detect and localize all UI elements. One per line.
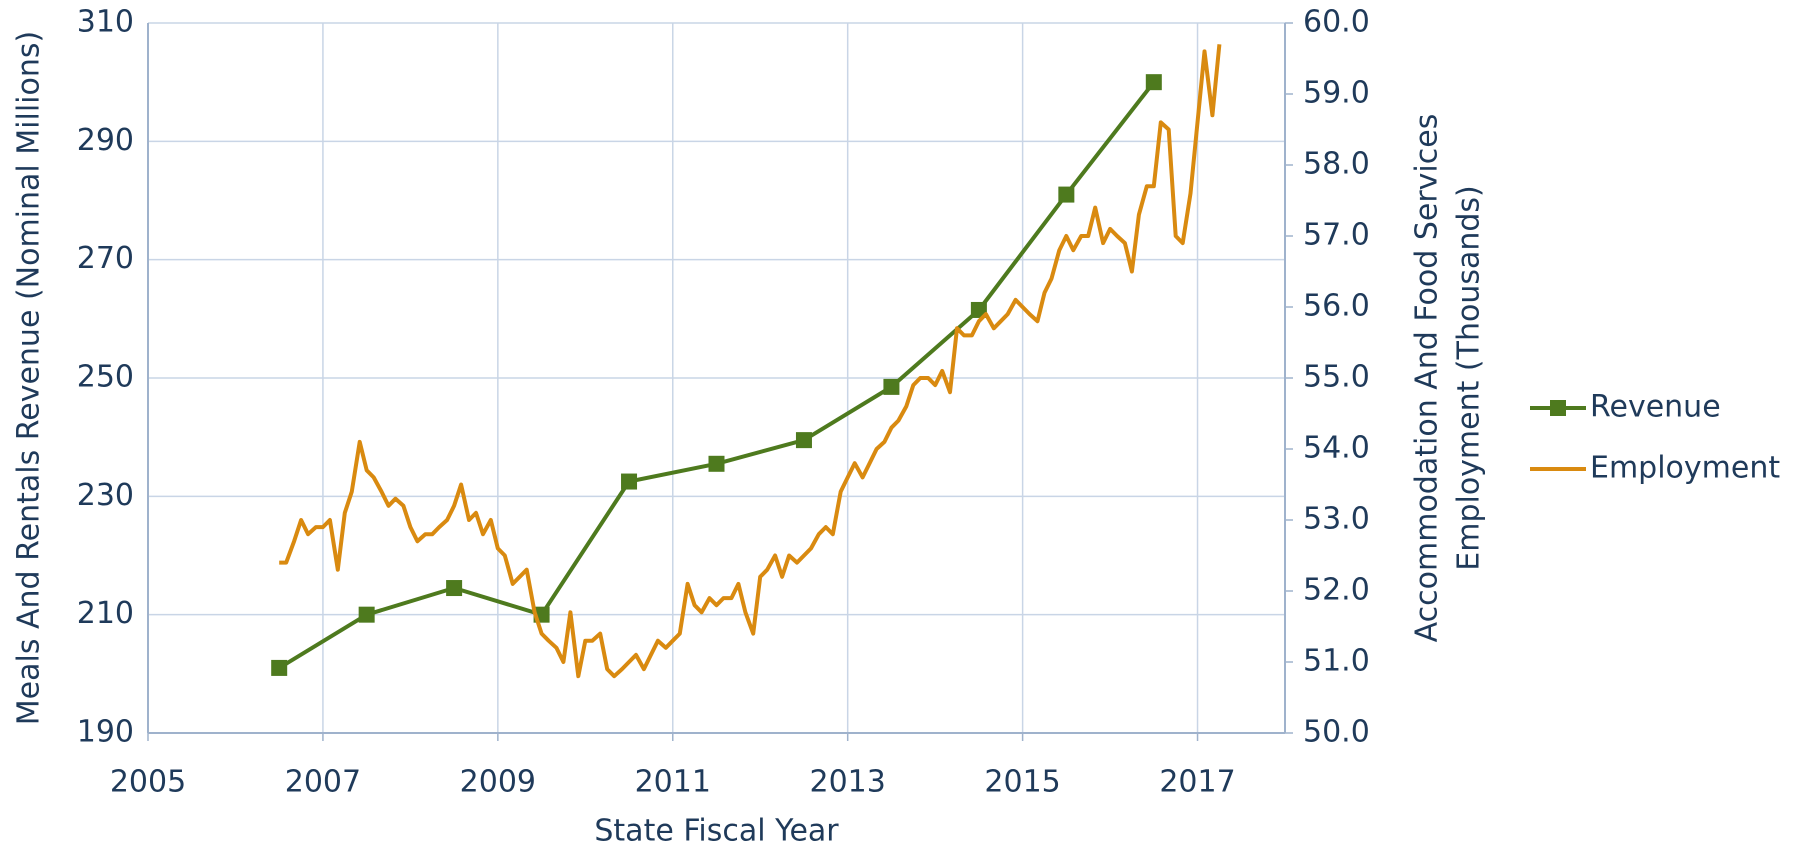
y2-tick-label: 59.0 [1303,76,1370,111]
marker [1058,186,1075,203]
marker [708,455,725,472]
x-tick-label: 2015 [984,765,1060,800]
x-tick-label: 2017 [1159,765,1235,800]
x-tick-label: 2007 [285,765,361,800]
y-axis-title: Meals And Rentals Revenue (Nominal Milli… [12,31,47,725]
marker [621,473,638,490]
marker [883,378,900,395]
y2-tick-label: 51.0 [1303,644,1370,679]
y-tick-label: 230 [77,478,134,513]
legend-marker [1550,400,1566,416]
y-tick-label: 210 [77,596,134,631]
y-tick-label: 190 [77,715,134,750]
marker [1145,74,1162,91]
y2-axis-title: Accommodation And Food Services [1410,114,1445,643]
y2-tick-label: 58.0 [1303,147,1370,182]
x-tick-label: 2011 [635,765,711,800]
y2-tick-label: 60.0 [1303,5,1370,40]
y-tick-label: 310 [77,5,134,40]
y2-tick-label: 55.0 [1303,360,1370,395]
y2-tick-label: 52.0 [1303,573,1370,608]
y2-tick-label: 53.0 [1303,502,1370,537]
y2-tick-label: 50.0 [1303,715,1370,750]
x-tick-label: 2013 [810,765,886,800]
x-axis-title: State Fiscal Year [594,814,839,847]
marker [358,606,375,623]
marker [271,659,288,676]
legend-label: Revenue [1590,390,1721,425]
marker [795,432,812,449]
x-tick-label: 2005 [110,765,186,800]
y2-tick-label: 56.0 [1303,289,1370,324]
y2-axis-title: Employment (Thousands) [1452,185,1487,570]
y2-tick-label: 54.0 [1303,431,1370,466]
y-tick-label: 290 [77,123,134,158]
marker [446,580,463,597]
y-tick-label: 250 [77,360,134,395]
marker [970,301,987,318]
x-tick-label: 2009 [460,765,536,800]
legend-label: Employment [1590,451,1780,486]
series-line [279,44,1222,679]
y-tick-label: 270 [77,241,134,276]
y2-tick-label: 57.0 [1303,218,1370,253]
